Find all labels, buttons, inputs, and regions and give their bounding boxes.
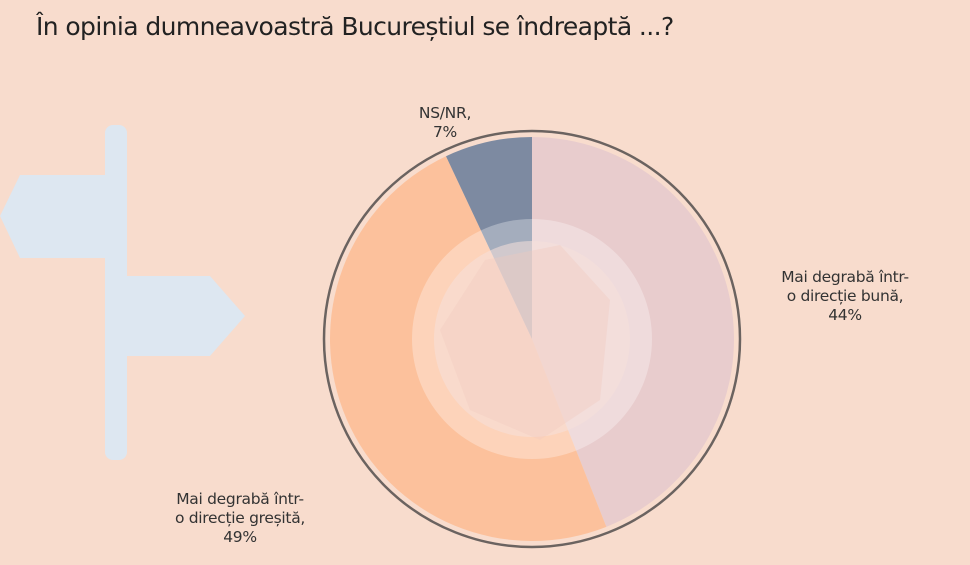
label-line: Mai degrabă într- xyxy=(781,268,909,286)
slice-label-good: Mai degrabă într- o direcție bună, 44% xyxy=(770,268,920,325)
outer-ring xyxy=(322,129,742,549)
polygon-decoration xyxy=(440,245,610,440)
slice-label-wrong: Mai degrabă într- o direcție greșită, 49… xyxy=(160,490,320,547)
label-line: NS/NR, xyxy=(418,104,472,122)
label-value: 44% xyxy=(828,306,862,324)
label-value: 7% xyxy=(433,123,457,141)
signpost-icon xyxy=(0,125,245,460)
label-line: Mai degrabă într- xyxy=(176,490,304,508)
label-value: 49% xyxy=(223,528,257,546)
chart-title: În opinia dumneavoastră Bucureștiul se î… xyxy=(36,12,674,41)
label-line: o direcție bună, xyxy=(786,287,904,305)
pie-slice-0 xyxy=(532,137,734,527)
inner-disc xyxy=(434,241,630,437)
label-line: o direcție greșită, xyxy=(174,509,306,527)
slice-label-nsnr: NS/NR, 7% xyxy=(405,104,485,142)
